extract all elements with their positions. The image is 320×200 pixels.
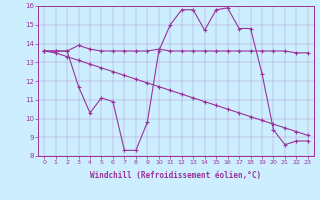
X-axis label: Windchill (Refroidissement éolien,°C): Windchill (Refroidissement éolien,°C): [91, 171, 261, 180]
